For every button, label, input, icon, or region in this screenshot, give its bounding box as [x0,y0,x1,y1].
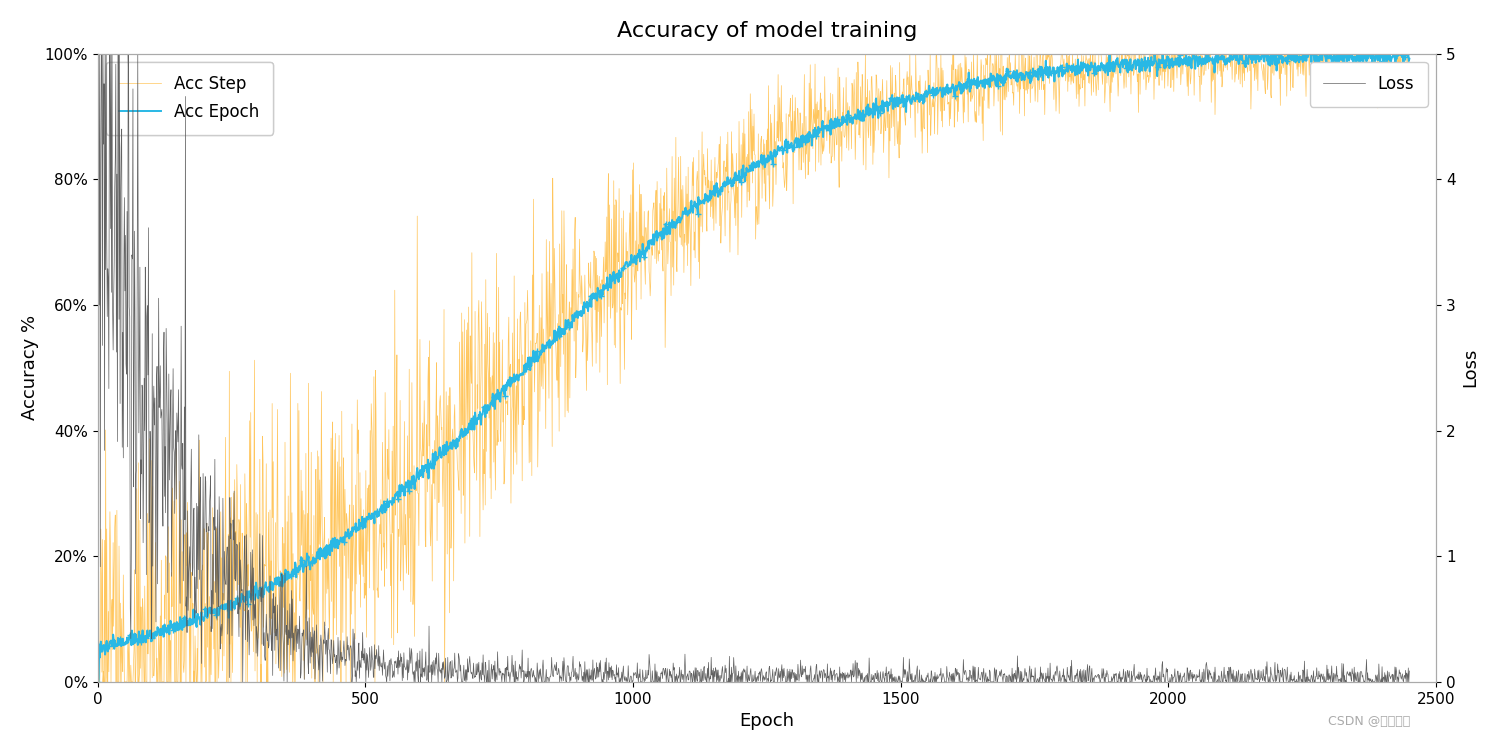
Line: Acc Step: Acc Step [98,53,1410,682]
Legend: Loss: Loss [1310,62,1428,107]
Acc Step [1154,67,1172,76]
Loss [1257,677,1275,686]
Acc Step [350,555,368,564]
Acc Epoch [1401,54,1419,63]
Acc Epoch [447,436,465,445]
Loss [1154,657,1172,666]
Loss [1268,671,1286,680]
Acc Epoch [1154,49,1172,58]
Acc Step [447,436,465,445]
Line: Loss: Loss [98,53,1410,682]
Y-axis label: Loss: Loss [1461,348,1479,388]
Acc Epoch [298,549,316,558]
Acc Epoch [1257,49,1275,58]
Loss [350,638,368,647]
Title: Accuracy of model training: Accuracy of model training [616,21,916,41]
Loss [1401,666,1419,675]
Acc Epoch [1101,49,1119,58]
Line: Acc Epoch: Acc Epoch [98,53,1410,682]
Loss [88,49,106,58]
Text: CSDN @在下菜鸡: CSDN @在下菜鸡 [1328,716,1410,728]
Acc Step [1269,52,1287,61]
Acc Epoch [88,677,106,686]
Acc Step [298,509,316,518]
Acc Step [856,49,874,58]
Acc Step [90,677,108,686]
X-axis label: Epoch: Epoch [740,712,795,730]
Acc Step [88,595,106,604]
Legend: Acc Step, Acc Epoch: Acc Step, Acc Epoch [106,62,273,134]
Loss [447,668,465,677]
Loss [298,617,316,626]
Acc Step [1257,49,1275,58]
Acc Step [1401,69,1419,78]
Acc Epoch [1268,54,1286,63]
Loss [234,677,252,686]
Acc Epoch [350,526,368,535]
Y-axis label: Accuracy %: Accuracy % [21,315,39,421]
